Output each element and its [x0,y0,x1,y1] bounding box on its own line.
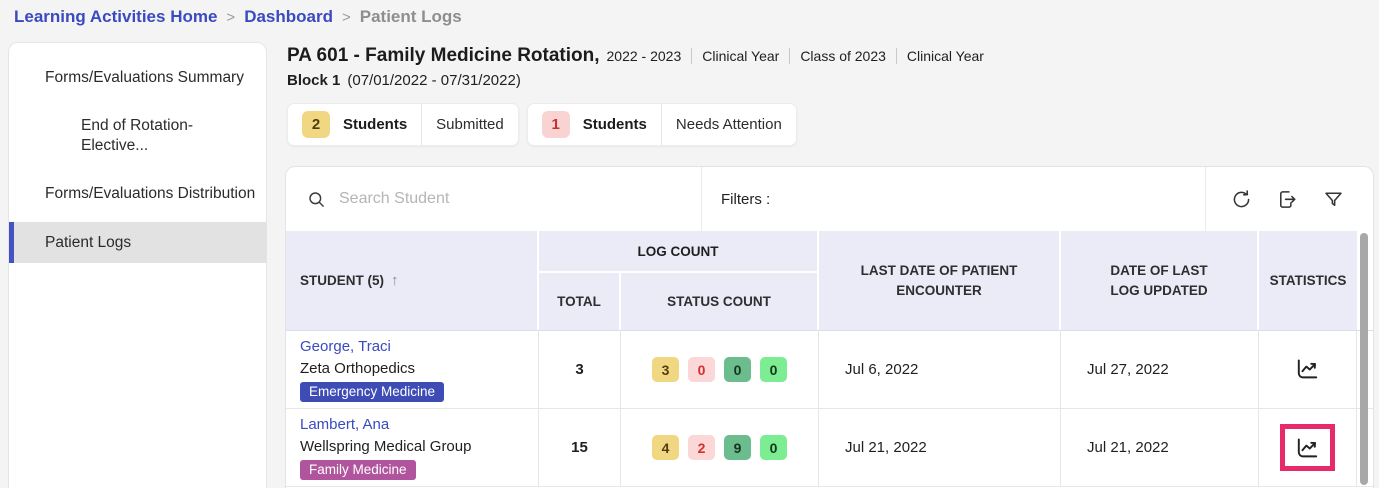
sidebar: Forms/Evaluations Summary End of Rotatio… [8,42,267,488]
rotation-badge: Family Medicine [300,459,416,480]
column-header-last-updated: DATE OF LAST LOG UPDATED [1061,231,1259,330]
divider [701,167,702,231]
statistics-cell [1259,409,1357,486]
refresh-button[interactable] [1230,188,1253,211]
patient-logs-table-card: Filters : [285,166,1374,488]
submitted-students-card: 2 Students Submitted [287,103,519,146]
column-header-total: TOTAL [539,273,621,330]
academic-year: 2022 - 2023 [606,48,682,64]
sidebar-item-end-of-rotation-elective[interactable]: End of Rotation-Elective... [81,117,194,154]
total-log-count: 15 [539,409,621,486]
column-header-statistics: STATISTICS [1269,272,1347,288]
block-dates: (07/01/2022 - 07/31/2022) [347,72,521,89]
student-organization: Wellspring Medical Group [300,437,472,455]
statistics-button[interactable] [1293,355,1322,384]
students-label: Students [343,116,408,133]
breadcrumb-separator: > [341,8,351,26]
student-name-link[interactable]: Lambert, Ana [300,416,390,434]
statistics-cell [1259,331,1357,408]
student-organization: Zeta Orthopedics [300,359,416,377]
status-chip-rejected: 2 [688,435,715,460]
status-count-cell: 4 2 9 0 [621,409,819,486]
filters-label: Filters : [721,190,771,208]
summary-cards: 2 Students Submitted 1 Students Needs At… [287,103,797,146]
status-chip-other: 0 [760,357,787,382]
last-updated-date: Jul 27, 2022 [1061,331,1259,408]
table-row: Lambert, Ana Wellspring Medical Group Fa… [286,409,1373,487]
refresh-icon [1233,189,1250,207]
sort-ascending-icon: ↑ [391,271,399,289]
meta-clinical-year-2: Clinical Year [906,48,984,64]
sidebar-item-forms-evaluations-summary[interactable]: Forms/Evaluations Summary [45,69,244,86]
line-chart-icon [1297,438,1318,458]
rotation-badge: Emergency Medicine [300,381,445,402]
submitted-count-badge: 2 [302,111,330,138]
search-input[interactable] [339,190,669,208]
student-cell: George, Traci Zeta Orthopedics Emergency… [286,331,539,408]
table-row: George, Traci Zeta Orthopedics Emergency… [286,331,1373,409]
sidebar-item-forms-evaluations-distribution[interactable]: Forms/Evaluations Distribution [45,185,256,203]
block-info: Block 1 (07/01/2022 - 07/31/2022) [287,72,521,89]
divider [789,48,791,64]
status-count-cell: 3 0 0 0 [621,331,819,408]
filter-icon [1325,192,1342,206]
status-chip-approved: 9 [724,435,751,460]
breadcrumb-link-learning-activities-home[interactable]: Learning Activities Home [14,7,218,26]
block-label: Block 1 [287,72,341,89]
student-name-link[interactable]: George, Traci [300,338,391,356]
filter-button[interactable] [1322,188,1345,211]
breadcrumb-separator: > [226,8,236,26]
divider [691,48,693,64]
students-label: Students [582,116,647,133]
last-encounter-date: Jul 21, 2022 [819,409,1061,486]
needs-attention-count-badge: 1 [541,111,570,138]
status-chip-pending: 3 [652,357,679,382]
column-header-last-encounter: LAST DATE OF PATIENT ENCOUNTER [819,231,1061,330]
breadcrumb-current-patient-logs: Patient Logs [359,7,462,26]
needs-attention-status-label: Needs Attention [675,116,782,133]
meta-class: Class of 2023 [800,48,886,64]
page-title-row: PA 601 - Family Medicine Rotation, 2022 … [287,45,984,67]
search-box[interactable] [286,167,701,231]
last-encounter-date: Jul 6, 2022 [819,331,1061,408]
status-chip-rejected: 0 [688,357,715,382]
sidebar-item-patient-logs[interactable]: Patient Logs [9,221,266,263]
table-toolbar: Filters : [286,167,1373,231]
total-log-count: 3 [539,331,621,408]
vertical-scrollbar[interactable] [1360,233,1368,485]
breadcrumb: Learning Activities Home > Dashboard > P… [14,7,462,27]
divider [1205,167,1206,231]
status-chip-other: 0 [760,435,787,460]
column-header-log-count-label: LOG COUNT [539,231,817,273]
divider [660,104,662,145]
student-cell: Lambert, Ana Wellspring Medical Group Fa… [286,409,539,486]
status-chip-pending: 4 [652,435,679,460]
export-button[interactable] [1276,188,1299,211]
statistics-button[interactable] [1293,434,1322,463]
column-header-student[interactable]: STUDENT (5) ↑ [286,231,539,330]
needs-attention-students-card: 1 Students Needs Attention [526,103,797,146]
line-chart-icon [1297,359,1318,379]
breadcrumb-link-dashboard[interactable]: Dashboard [244,7,333,26]
export-icon [1280,190,1296,208]
divider [895,48,897,64]
status-chip-approved: 0 [724,357,751,382]
submitted-status-label: Submitted [436,116,504,133]
highlight-box [1280,424,1335,471]
page-title: PA 601 - Family Medicine Rotation, [287,45,600,66]
search-icon [309,191,324,207]
meta-clinical-year: Clinical Year [702,48,780,64]
divider [421,104,423,145]
column-header-log-count: LOG COUNT TOTAL STATUS COUNT [539,231,819,330]
table-header: STUDENT (5) ↑ LOG COUNT TOTAL STATUS COU… [286,231,1373,331]
last-updated-date: Jul 21, 2022 [1061,409,1259,486]
column-header-status-count: STATUS COUNT [667,293,771,309]
